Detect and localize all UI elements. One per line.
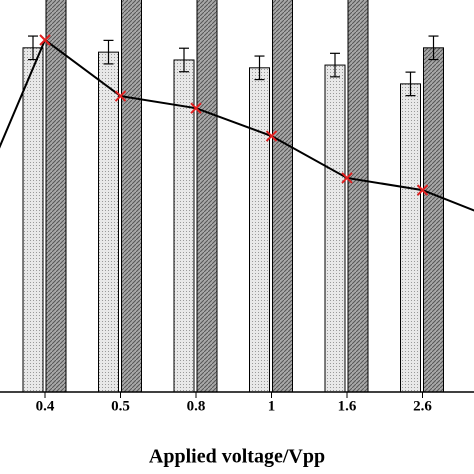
bar xyxy=(272,0,293,392)
x-tick-label: 1.6 xyxy=(338,398,357,414)
bar xyxy=(173,59,195,392)
bar xyxy=(196,0,218,392)
error-bar xyxy=(254,55,265,81)
bar xyxy=(98,51,119,392)
x-tick-label: 0.8 xyxy=(187,398,206,414)
bar xyxy=(121,0,142,392)
error-bar xyxy=(428,35,439,61)
bar xyxy=(423,47,444,392)
bar xyxy=(324,64,346,392)
bar xyxy=(400,83,421,392)
marker xyxy=(114,90,127,102)
marker xyxy=(265,130,278,142)
marker xyxy=(39,34,51,46)
error-bar xyxy=(405,71,416,97)
error-bar xyxy=(103,39,114,65)
line xyxy=(0,38,474,212)
plot-area xyxy=(0,0,474,392)
bar xyxy=(22,47,44,392)
x-tick-label: 1 xyxy=(268,398,276,414)
x-axis-title: Applied voltage/Vpp xyxy=(149,446,325,468)
x-tick-label: 0.5 xyxy=(111,398,130,414)
marker xyxy=(190,102,202,114)
bar xyxy=(45,0,67,392)
x-tick-label: 2.6 xyxy=(413,398,432,414)
bar xyxy=(249,67,270,392)
marker xyxy=(341,172,353,184)
marker xyxy=(416,184,429,196)
x-tick-label: 0.4 xyxy=(36,398,55,414)
error-bar xyxy=(179,47,189,73)
bar xyxy=(347,0,369,392)
error-bar xyxy=(330,52,340,78)
